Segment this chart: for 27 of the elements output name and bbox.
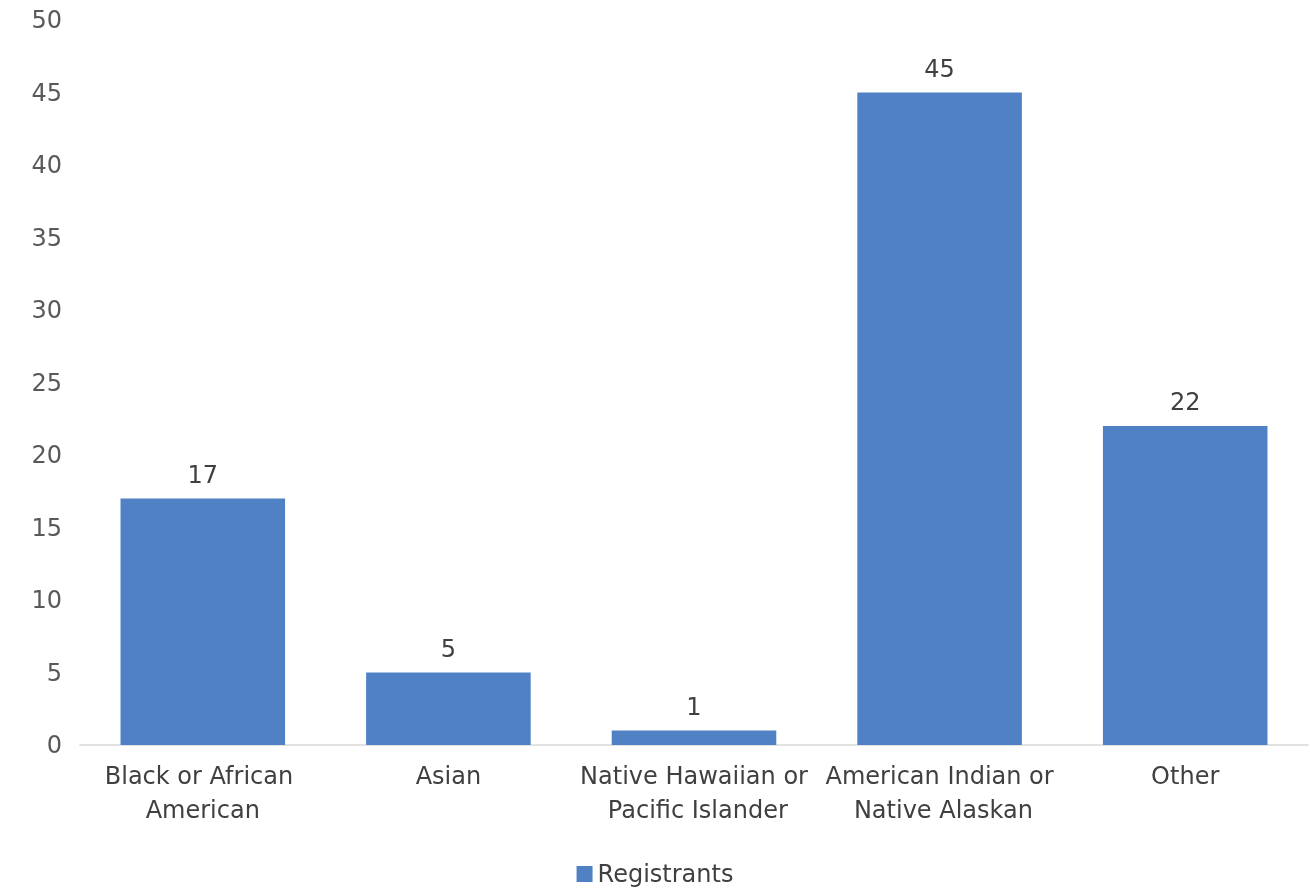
y-tick-label: 45 — [31, 78, 62, 107]
y-tick-label: 20 — [31, 441, 62, 469]
bar — [857, 92, 1022, 745]
data-label: 5 — [440, 634, 457, 663]
y-tick-label: 50 — [31, 6, 62, 34]
bar — [1102, 426, 1268, 745]
x-tick-label: Native Hawaiian or Pacific Islander — [580, 762, 809, 824]
legend-label: Registrants — [597, 860, 734, 888]
x-tick-label: Asian — [415, 762, 482, 790]
y-tick-label: 15 — [31, 513, 62, 542]
data-label: 1 — [686, 692, 702, 721]
y-tick-label: 30 — [31, 296, 62, 324]
x-tick-label: Black or African American — [104, 762, 301, 824]
bar — [366, 672, 531, 745]
y-tick-label: 0 — [46, 731, 62, 759]
y-tick-label: 10 — [31, 586, 62, 614]
y-tick-label: 40 — [31, 151, 62, 179]
y-tick-label: 25 — [31, 368, 62, 397]
data-label: 45 — [924, 54, 955, 83]
x-tick-label: American Indian or Native Alaskan — [825, 762, 1054, 824]
data-label: 17 — [187, 460, 219, 489]
data-label: 22 — [1169, 388, 1201, 416]
y-tick-label: 35 — [31, 223, 62, 252]
y-tick-label: 5 — [46, 658, 62, 687]
bar — [120, 498, 286, 745]
bar — [611, 730, 777, 745]
x-tick-label: Other — [1151, 762, 1220, 790]
